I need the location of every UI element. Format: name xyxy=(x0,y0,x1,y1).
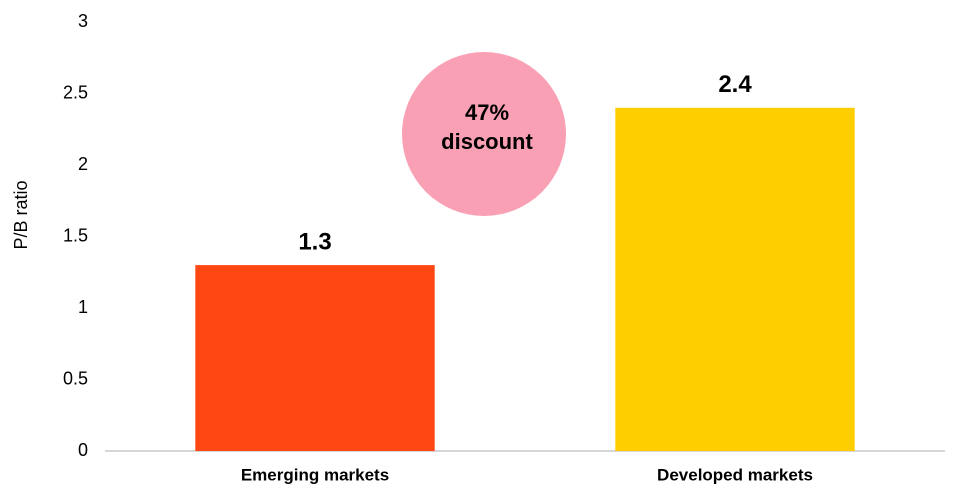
y-tick-label: 2.5 xyxy=(63,82,88,102)
annotation-text: 47% xyxy=(465,100,509,125)
y-tick-label: 1 xyxy=(78,297,88,317)
bar xyxy=(615,107,855,452)
annotation-circle xyxy=(402,52,566,216)
y-tick-label: 2 xyxy=(78,154,88,174)
value-label: 2.4 xyxy=(718,71,752,98)
y-tick-label: 0 xyxy=(78,440,88,460)
annotation-text: discount xyxy=(441,129,533,154)
y-tick-label: 0.5 xyxy=(63,368,88,388)
value-label: 1.3 xyxy=(298,228,331,255)
y-tick-label: 3 xyxy=(78,11,88,31)
x-tick-label: Emerging markets xyxy=(241,465,389,484)
x-tick-label: Developed markets xyxy=(657,465,813,484)
y-tick-label: 1.5 xyxy=(63,225,88,245)
y-axis-label: P/B ratio xyxy=(11,180,31,249)
bar xyxy=(195,265,435,451)
